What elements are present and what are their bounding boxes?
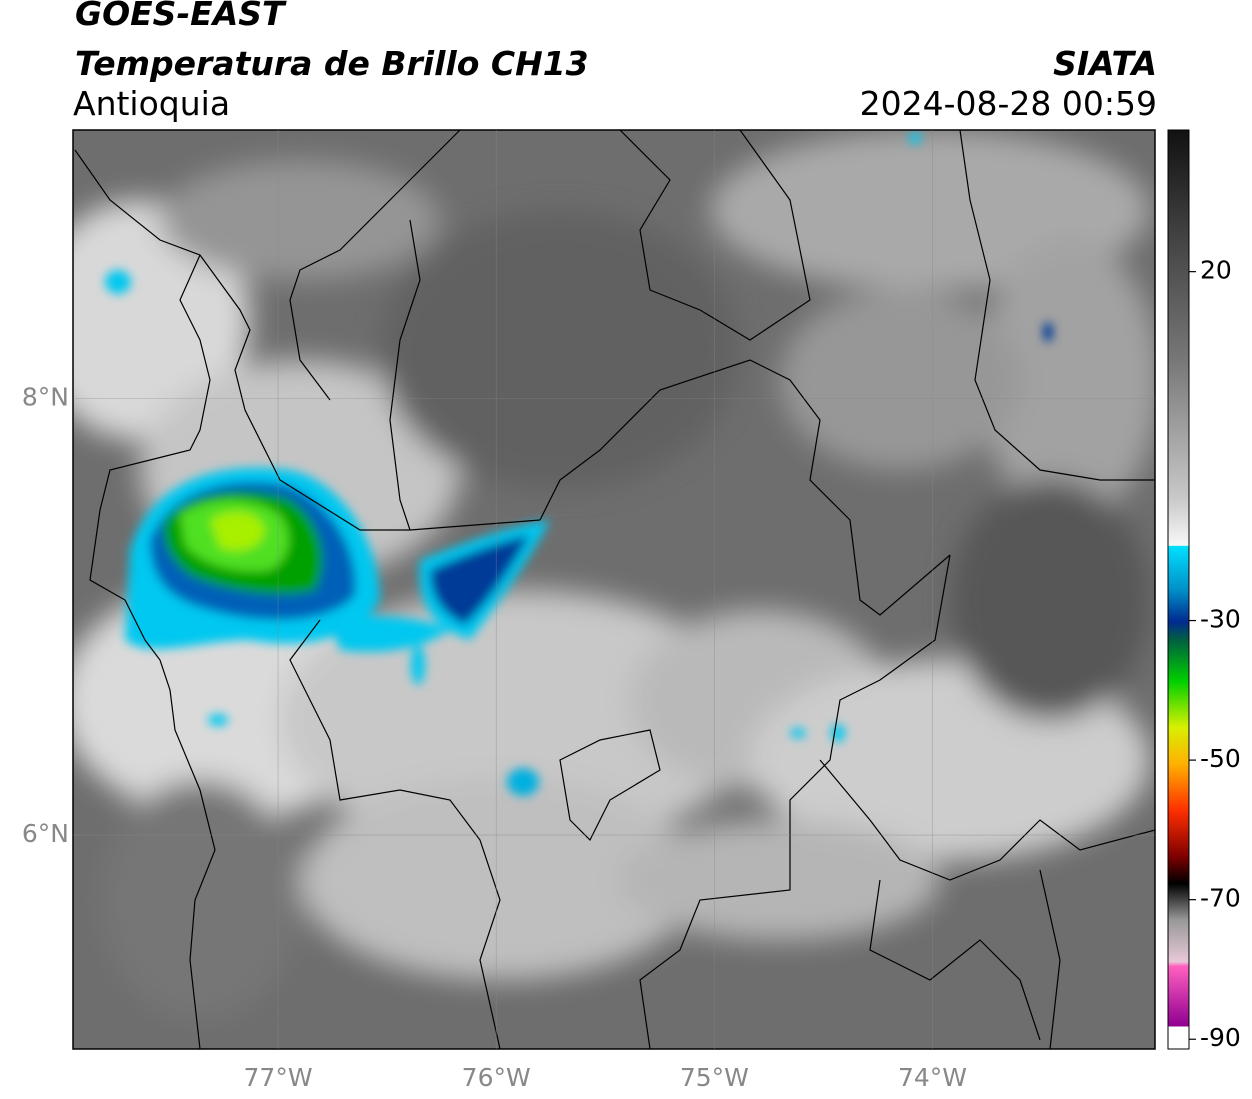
colorbar-tick-label: -50 [1200, 744, 1241, 773]
colorbar-tick-label: -70 [1200, 884, 1241, 913]
title: GOES-EAST [75, 0, 285, 33]
map-frame [72, 129, 1156, 1050]
source: SIATA [1053, 44, 1157, 83]
colorbar-tick-label: 20 [1200, 256, 1232, 285]
x-tick-label: 77°W [244, 1063, 313, 1092]
datetime: 2024-08-28 00:59 [859, 84, 1157, 123]
y-tick-label: 6°N [22, 819, 69, 848]
colorbar [1167, 129, 1190, 1050]
x-tick-label: 76°W [462, 1063, 531, 1092]
x-tick-label: 74°W [898, 1063, 967, 1092]
region: Antioquia [73, 84, 231, 123]
colorbar-tick-label: -90 [1200, 1023, 1241, 1052]
subtitle: Temperatura de Brillo CH13 [75, 44, 589, 83]
y-tick-label: 8°N [22, 382, 69, 411]
x-tick-label: 75°W [680, 1063, 749, 1092]
colorbar-tick-label: -30 [1200, 605, 1241, 634]
satellite-image [73, 130, 1155, 1049]
boundaries [74, 130, 1155, 1049]
